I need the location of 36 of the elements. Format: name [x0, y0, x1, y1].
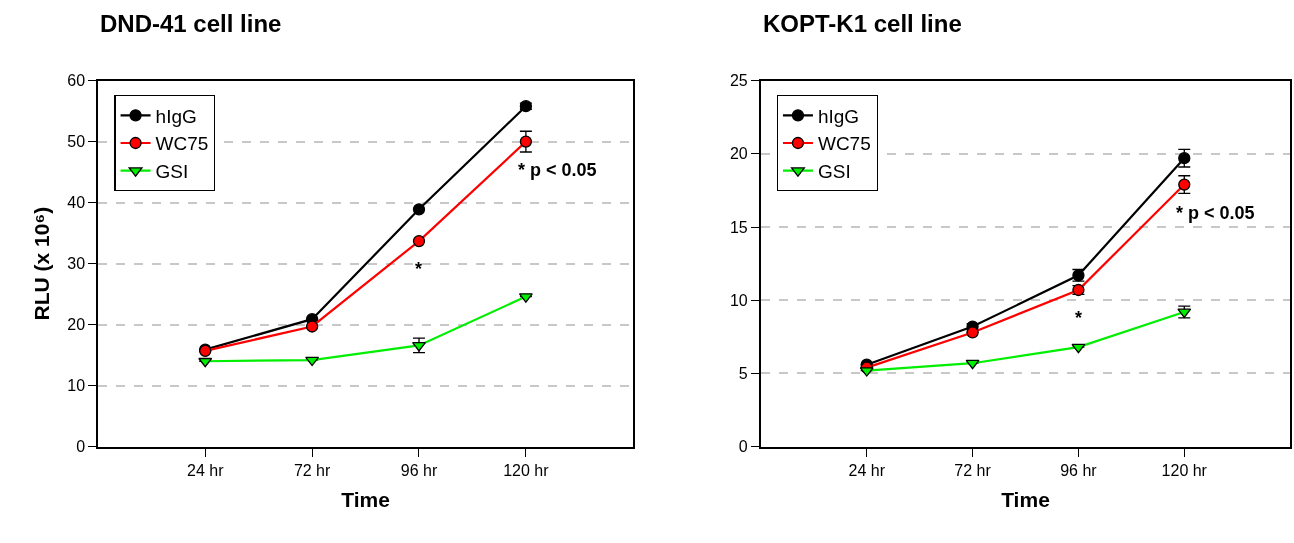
y-tick-label: 0 [738, 438, 748, 456]
x-axis-title: Time [1001, 487, 1050, 511]
y-tick-label: 50 [67, 133, 86, 151]
x-tick-label: 96 hr [1060, 461, 1098, 479]
x-tick-label: 96 hr [400, 461, 438, 479]
y-tick-label: 5 [738, 365, 748, 383]
y-tick-label: 30 [67, 255, 86, 273]
x-tick-label: 72 hr [293, 461, 332, 479]
legend-label: hIgG [817, 105, 860, 127]
annotation: * [1075, 308, 1083, 328]
y-tick-label: 0 [76, 438, 86, 456]
y-tick-label: 10 [67, 377, 86, 395]
y-tick-label: 20 [729, 145, 748, 163]
x-axis-title: Time [341, 487, 390, 511]
annotation: * [415, 259, 423, 279]
legend-label: GSI [817, 161, 851, 183]
legend-label: hIgG [155, 105, 197, 127]
legend-label: WC75 [155, 133, 209, 155]
x-tick-label: 72 hr [954, 461, 992, 479]
y-tick-label: 25 [729, 72, 748, 90]
x-tick-label: 120 hr [1161, 461, 1208, 479]
y-tick-label: 10 [729, 291, 748, 309]
annotation: * p < 0.05 [1176, 203, 1255, 223]
chart-title: KOPT-K1 cell line [763, 10, 962, 37]
y-tick-label: 15 [729, 218, 748, 236]
x-tick-label: 120 hr [503, 461, 550, 479]
chart-title: DND-41 cell line [100, 10, 282, 37]
legend-label: GSI [155, 161, 189, 183]
x-tick-label: 24 hr [848, 461, 886, 479]
y-tick-label: 40 [67, 194, 86, 212]
y-tick-label: 20 [67, 316, 86, 334]
y-axis-title: RLU (x 10⁶) [30, 206, 53, 321]
annotation: * p < 0.05 [518, 160, 597, 180]
legend-label: WC75 [817, 133, 871, 155]
x-tick-label: 24 hr [186, 461, 225, 479]
y-tick-label: 60 [67, 72, 86, 90]
